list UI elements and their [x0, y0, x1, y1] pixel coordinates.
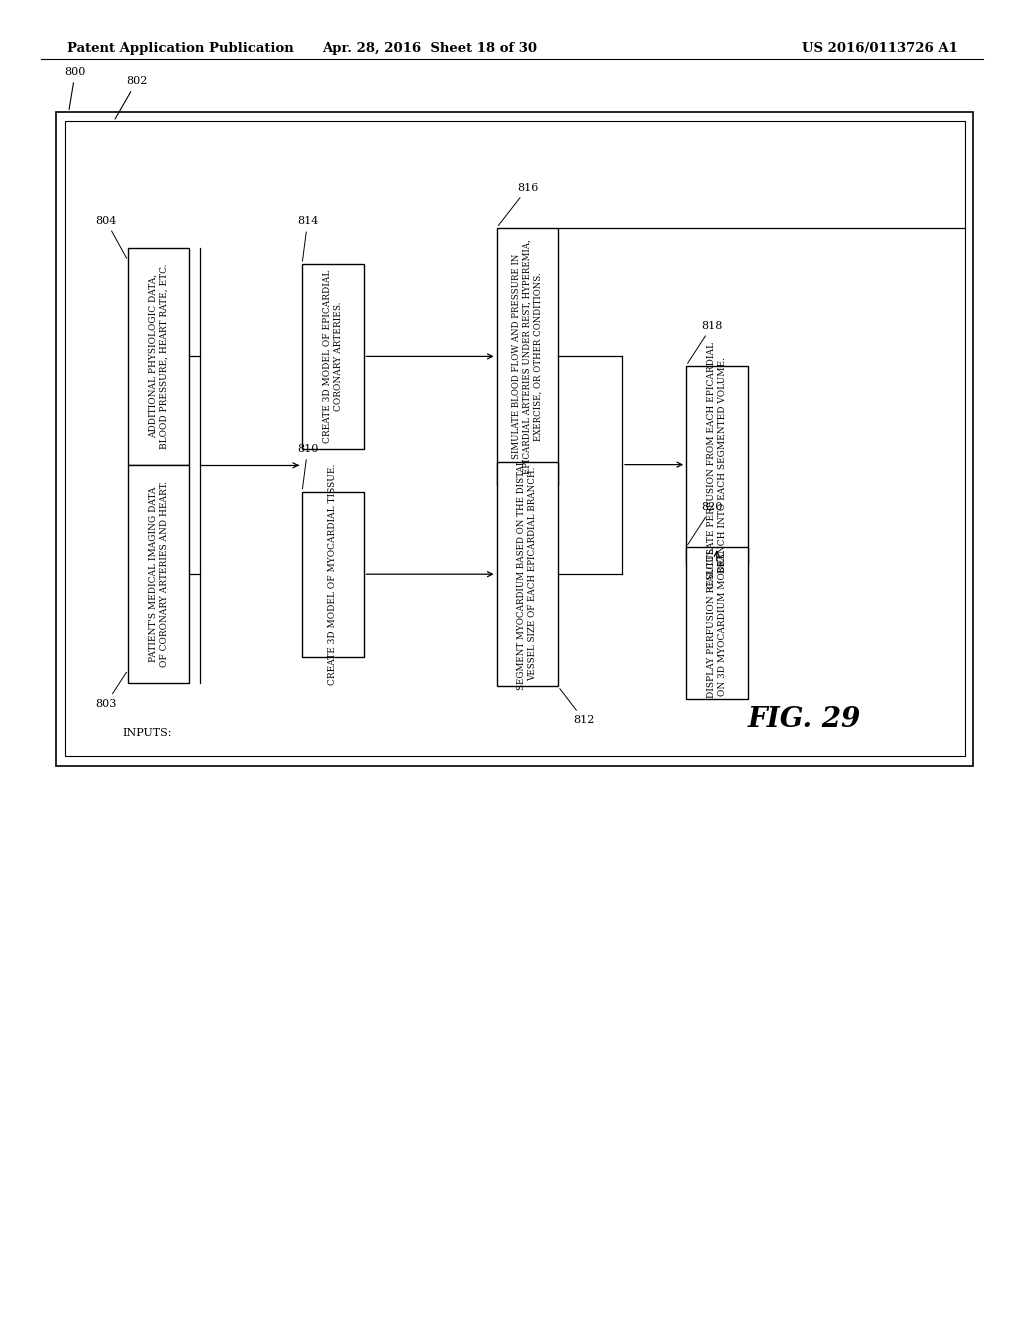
Text: US 2016/0113726 A1: US 2016/0113726 A1 — [802, 42, 957, 55]
Text: 814: 814 — [297, 216, 318, 261]
Text: Patent Application Publication: Patent Application Publication — [67, 42, 293, 55]
Text: 812: 812 — [560, 689, 595, 726]
Bar — [56, 112, 973, 766]
Text: 804: 804 — [95, 215, 127, 259]
Bar — [686, 366, 748, 564]
Text: 803: 803 — [95, 672, 127, 709]
Text: 818: 818 — [687, 321, 723, 363]
Text: ADDITIONAL PHYSIOLOGIC DATA,
BLOOD PRESSURE, HEART RATE, ETC.: ADDITIONAL PHYSIOLOGIC DATA, BLOOD PRESS… — [148, 264, 169, 449]
Bar — [65, 121, 965, 756]
Text: 816: 816 — [499, 182, 539, 226]
Text: CREATE 3D MODEL OF MYOCARDIAL TISSUE.: CREATE 3D MODEL OF MYOCARDIAL TISSUE. — [329, 463, 337, 685]
Text: 810: 810 — [297, 444, 318, 488]
Text: Apr. 28, 2016  Sheet 18 of 30: Apr. 28, 2016 Sheet 18 of 30 — [323, 42, 538, 55]
Text: SIMULATE BLOOD FLOW AND PRESSURE IN
EPICARDIAL ARTERIES UNDER REST, HYPEREMIA,
E: SIMULATE BLOOD FLOW AND PRESSURE IN EPIC… — [512, 239, 543, 474]
Text: 800: 800 — [65, 67, 86, 110]
Bar — [128, 248, 189, 466]
Text: SEGMENT MYOCARDIUM BASED ON THE DISTAL
VESSEL SIZE OF EACH EPICARDIAL BRANCH.: SEGMENT MYOCARDIUM BASED ON THE DISTAL V… — [517, 459, 538, 689]
Bar — [497, 227, 558, 486]
Text: INPUTS:: INPUTS: — [123, 729, 172, 738]
Text: PATIENT'S MEDICAL IMAGING DATA
OF CORONARY ARTERIES AND HEART.: PATIENT'S MEDICAL IMAGING DATA OF CORONA… — [148, 480, 169, 668]
Text: 802: 802 — [115, 77, 147, 119]
Bar — [302, 264, 364, 449]
Text: DISPLAY PERFUSION RESULTS
ON 3D MYOCARDIUM MODEL.: DISPLAY PERFUSION RESULTS ON 3D MYOCARDI… — [707, 548, 727, 698]
Bar — [128, 466, 189, 684]
Text: CALCULATE PERFUSION FROM EACH EPICARDIAL
BRANCH INTO EACH SEGMENTED VOLUME.: CALCULATE PERFUSION FROM EACH EPICARDIAL… — [707, 342, 727, 587]
Bar — [686, 546, 748, 700]
Bar — [497, 462, 558, 686]
Text: FIG. 29: FIG. 29 — [748, 706, 861, 733]
Text: CREATE 3D MODEL OF EPICARDIAL
CORONARY ARTERIES.: CREATE 3D MODEL OF EPICARDIAL CORONARY A… — [323, 269, 343, 444]
Text: 820: 820 — [687, 502, 723, 545]
Bar — [302, 492, 364, 657]
